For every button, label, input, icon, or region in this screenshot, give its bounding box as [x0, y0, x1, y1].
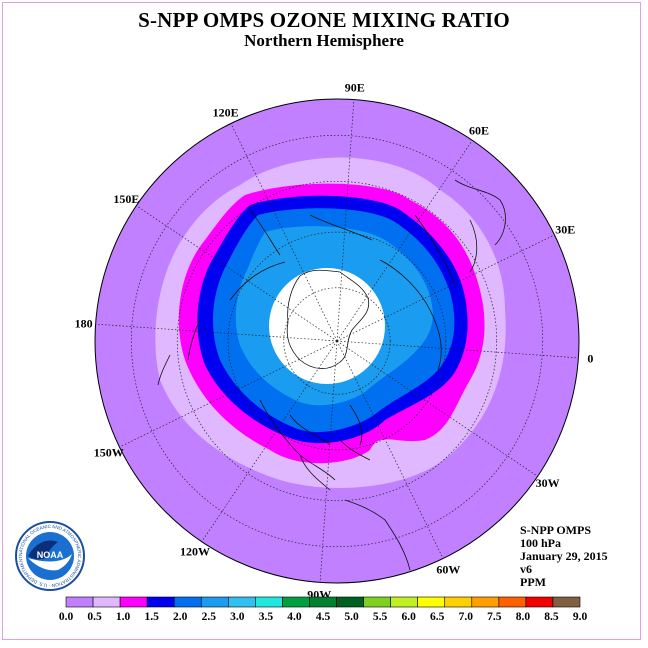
graticule	[95, 99, 579, 583]
colorbar-tick-label: 0.0	[59, 611, 74, 623]
colorbar-swatch	[498, 596, 527, 608]
colorbar-swatch	[200, 596, 229, 608]
colorbar-swatch	[282, 596, 310, 608]
colorbar-tick-label: 5.5	[373, 611, 388, 623]
longitude-label: 30W	[536, 476, 560, 490]
latitude-circle	[283, 287, 391, 395]
colorbar-swatch	[255, 596, 283, 608]
latitude-circle	[130, 134, 544, 548]
colorbar-tick-label: 6.5	[430, 611, 445, 623]
noaa-logo-icon: NOAA NATIONAL OCEANIC AND ATMOSPHERIC AD…	[12, 516, 85, 591]
colorbar-swatch	[228, 596, 256, 608]
noaa-logo-text: NOAA	[37, 550, 64, 560]
colorbar-swatch	[552, 596, 581, 608]
colorbar-tick-label: 3.5	[259, 611, 274, 623]
longitude-label: 60W	[436, 562, 460, 576]
colorbar-swatch	[65, 596, 94, 608]
colorbar-swatch	[119, 596, 148, 608]
colorbar-tick-label: 7.5	[487, 611, 502, 623]
coastlines	[157, 179, 506, 571]
colorbar-tick-label: 7.0	[459, 611, 474, 623]
noaa-logo: NOAA NATIONAL OCEANIC AND ATMOSPHERIC AD…	[12, 516, 86, 597]
colorbar-tick-label: 2.0	[173, 611, 188, 623]
info-version: v6	[520, 562, 532, 576]
colorbar-tick-label: 6.0	[401, 611, 416, 623]
longitude-label: 180	[75, 316, 93, 330]
colorbar-tick-label: 3.0	[230, 611, 245, 623]
colorbar-swatch	[444, 596, 473, 608]
colorbar-tick-label: 2.5	[202, 611, 217, 623]
colorbar-swatch	[146, 596, 175, 608]
longitude-label: 120E	[213, 106, 239, 120]
info-date: January 29, 2015	[520, 549, 608, 563]
image-frame	[2, 2, 641, 640]
info-units: PPM	[520, 575, 546, 589]
colorbar-swatch	[471, 596, 500, 608]
colorbar-tick-label: 8.5	[544, 611, 559, 623]
colorbar-swatch	[336, 596, 364, 608]
ozone-field	[95, 99, 579, 583]
longitude-label: 150W	[94, 445, 124, 459]
colorbar-tick-label: 5.0	[344, 611, 359, 623]
colorbar-tick-label: 4.0	[287, 611, 302, 623]
longitude-label: 60E	[469, 123, 489, 137]
info-level: 100 hPa	[520, 536, 562, 550]
longitude-label: 90E	[345, 81, 365, 95]
colorbar-swatch	[363, 596, 391, 608]
map-subtitle: Northern Hemisphere	[244, 31, 404, 50]
map-title: S-NPP OMPS OZONE MIXING RATIO	[138, 8, 510, 32]
longitude-label: 0	[587, 352, 593, 366]
colorbar-swatch	[525, 596, 554, 608]
colorbar-tick-label: 4.5	[316, 611, 331, 623]
colorbar-tick-label: 1.0	[116, 611, 131, 623]
colorbar-swatch	[417, 596, 446, 608]
longitude-label: 120W	[180, 545, 210, 559]
colorbar-swatch	[92, 596, 121, 608]
colorbar-swatch	[173, 596, 202, 608]
colorbar-swatch	[390, 596, 418, 608]
colorbar-tick-label: 1.5	[144, 611, 159, 623]
colorbar-tick-label: 8.0	[516, 611, 531, 623]
colorbar-swatch	[309, 596, 337, 608]
latitude-circle	[227, 231, 447, 451]
latitude-circle	[176, 180, 498, 502]
info-instrument: S-NPP OMPS	[520, 523, 591, 537]
polar-night-no-data	[269, 268, 385, 384]
colorbar-tick-label: 0.5	[87, 611, 102, 623]
colorbar: 0.0 0.5 1.0 1.5 2.0 2.5 3.0 3.5 4.0 4.5 5.0 5.5 6.0 6…	[59, 596, 588, 623]
colorbar-tick-label: 9.0	[573, 611, 588, 623]
longitude-label: 30E	[555, 223, 575, 237]
longitude-label: 150E	[113, 192, 139, 206]
map-border	[94, 98, 580, 584]
